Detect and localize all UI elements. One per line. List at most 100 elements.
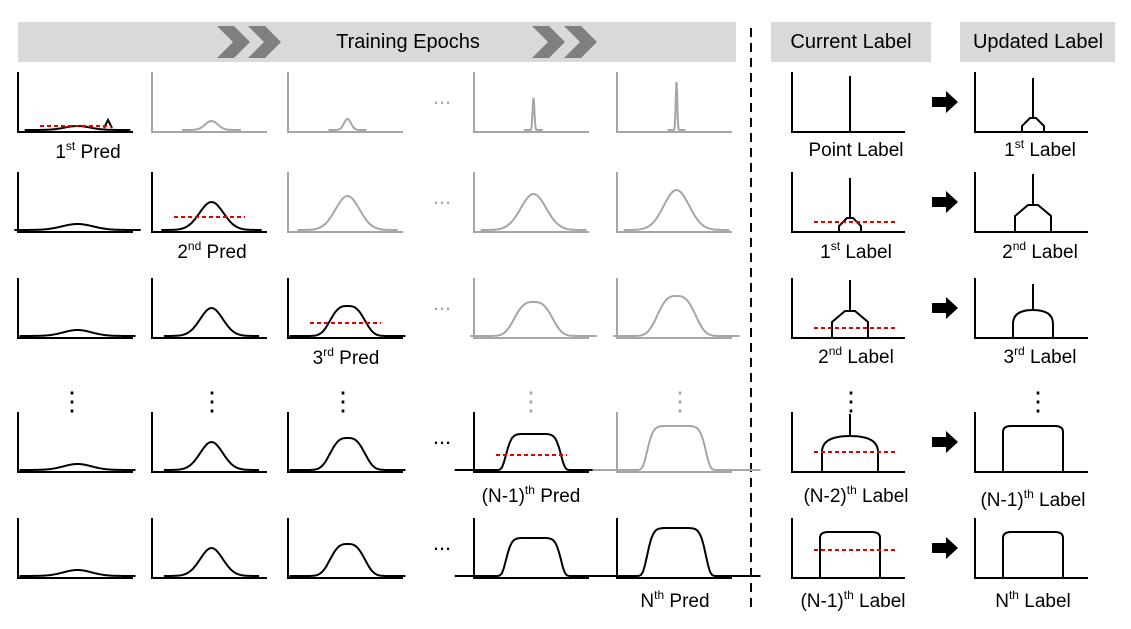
current-label-caption-word: Label [854,591,906,612]
current-label-caption-suffix: st [831,239,841,253]
updated-label-title: Updated Label [973,31,1103,53]
pred-plot [454,412,613,473]
plot-axes [974,278,1088,339]
updated-label-banner [960,22,1115,62]
updated-label-plot [974,72,1088,133]
plot-axes [287,72,403,133]
prediction-curve [19,329,136,337]
plot-axes [17,518,133,579]
plot-axes [287,412,403,473]
pred-plot [151,72,267,133]
plot-axes [616,172,732,233]
plot-axes [287,278,403,339]
pred-plot [470,278,597,339]
pred-plot [17,72,133,133]
label-shape [821,414,879,472]
prediction-curve [454,433,613,471]
plot-axes [473,72,589,133]
updated-label-caption-ordinal: 3 [1003,347,1014,368]
plot-axes [791,518,905,579]
arrow-right-icon [932,431,958,453]
prediction-curve [297,194,398,231]
current-label-plot [791,278,905,339]
prediction-curve [289,543,406,577]
pred-caption-ordinal: (N-1) [482,486,525,507]
pred-plot [17,518,136,579]
arrow-right-icon [932,191,958,213]
pred-plot [616,72,732,133]
label-shape [1014,174,1052,232]
label-shape [1021,78,1045,132]
updated-label-caption-word: Label [1026,242,1078,263]
current-label-caption: 1st Label [820,239,892,263]
prediction-curve [480,192,587,231]
arrow-right-icon [932,297,958,319]
horizontal-ellipsis: ... [433,424,451,449]
pred-caption-ordinal: 3 [313,348,324,369]
pred-caption: 1st Pred [55,139,120,163]
plot-axes [616,72,732,133]
vertical-ellipsis: ⋮ [667,386,693,416]
pred-plot [613,278,740,339]
training-epochs-title: Training Epochs [336,31,480,53]
current-label-caption-suffix: th [844,588,854,602]
current-label-plot [791,518,905,579]
plot-axes [287,518,403,579]
pred-plot [592,412,761,473]
chevron-left-icon [217,26,281,58]
prediction-curve [289,305,406,337]
updated-label-caption: 1st Label [1004,137,1076,161]
plot-axes [473,278,589,339]
current-label-caption-ordinal: 1 [820,242,831,263]
prediction-curve [163,546,260,577]
plot-axes [17,172,133,233]
plot-axes [974,412,1088,473]
updated-label-plot [974,518,1088,579]
pred-caption-suffix: nd [188,239,201,253]
prediction-curve [592,527,761,577]
pred-caption-word: Pred [664,591,709,612]
vertical-ellipsis: ⋮ [838,386,864,416]
plot-axes [151,518,267,579]
current-label-caption: Point Label [808,140,903,161]
updated-label-caption: 2nd Label [1002,239,1078,263]
prediction-curve [328,117,367,131]
current-label-caption-ordinal: (N-1) [800,591,843,612]
prediction-curve [14,223,141,231]
pred-caption-suffix: th [525,483,535,497]
current-label-caption: (N-2)th Label [803,483,908,507]
pred-caption-word: Pred [334,348,379,369]
label-shape [838,178,862,232]
plot-axes [616,412,732,473]
pred-caption: 3rd Pred [313,345,380,369]
horizontal-ellipsis: ... [433,184,451,209]
pred-caption-ordinal: N [640,591,654,612]
pred-plot [287,72,403,133]
updated-label-caption: Nth Label [995,588,1071,612]
pred-plot [592,518,761,579]
vertical-ellipsis: ⋮ [199,386,225,416]
updated-label-caption-word: Label [1034,490,1086,511]
vertical-ellipsis: ⋮ [518,386,544,416]
training-epochs-banner [18,22,736,62]
pred-caption-suffix: th [654,588,664,602]
pred-plot [151,518,267,579]
pred-plot [17,412,136,473]
updated-label-caption-suffix: st [1015,137,1025,151]
updated-label-caption-suffix: th [1009,588,1019,602]
prediction-curve [454,537,613,577]
label-shape [1012,284,1054,338]
horizontal-ellipsis: ... [433,290,451,315]
pred-caption-suffix: st [66,139,76,153]
vertical-ellipsis: ⋮ [330,386,356,416]
updated-label-caption-ordinal: 2 [1002,242,1013,263]
current-label-banner [771,22,931,62]
pred-plot [14,172,141,233]
pred-caption-ordinal: 1 [55,142,66,163]
updated-label-plot [974,172,1088,233]
label-shape [1002,531,1064,578]
current-label-plot [791,412,905,473]
updated-label-caption: (N-1)th Label [980,487,1085,511]
plot-axes [616,278,732,339]
